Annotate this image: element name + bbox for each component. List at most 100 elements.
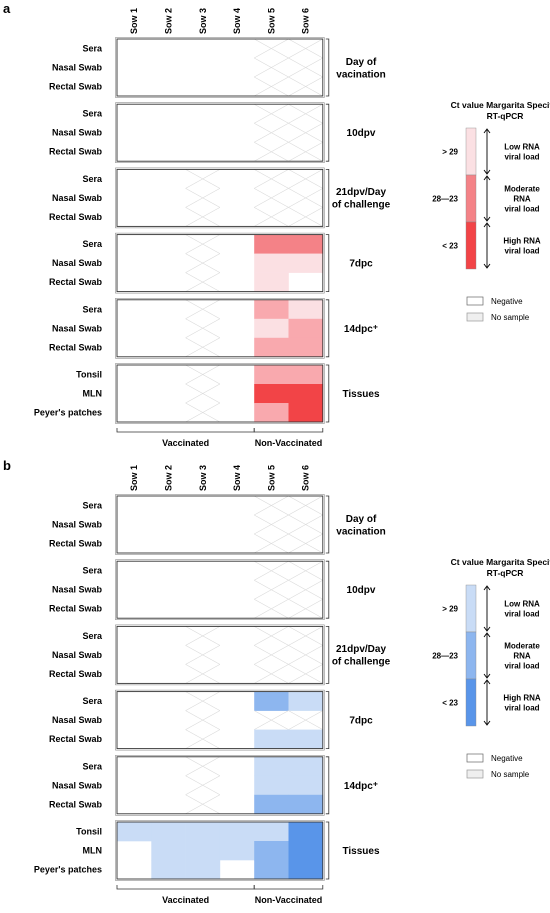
- no-sample-cell: [254, 122, 289, 143]
- no-sample-cell: [185, 318, 221, 339]
- heatmap-cell: [219, 822, 255, 842]
- legend-title: Ct value Margarita Specific: [451, 557, 550, 567]
- row-label: Nasal Swab: [52, 193, 103, 203]
- hatch-line: [288, 76, 323, 97]
- no-sample-cell: [254, 103, 289, 124]
- group-label: of challenge: [332, 200, 391, 211]
- no-sample-cell: [288, 710, 323, 730]
- column-group-label: Non-Vaccinated: [255, 438, 323, 448]
- no-sample-cell: [254, 495, 289, 516]
- row-label: Nasal Swab: [52, 650, 103, 660]
- row-label: Nasal Swab: [52, 128, 103, 138]
- row-label: Sera: [82, 631, 103, 641]
- hatch-line: [185, 337, 221, 358]
- legend-swatch: [465, 174, 477, 223]
- heatmap-cell: [288, 403, 324, 423]
- heatmap-cell: [254, 318, 289, 339]
- legend-title: RT-qPCR: [487, 111, 524, 121]
- hatch-line: [254, 495, 289, 516]
- heatmap-cell: [254, 794, 289, 815]
- hatch-line: [288, 645, 323, 665]
- group-bracket: [325, 38, 330, 97]
- row-label: Nasal Swab: [52, 520, 103, 530]
- row-label: Rectal Swab: [49, 82, 103, 92]
- group-border-outer: [115, 298, 325, 359]
- hatch-line: [288, 514, 323, 535]
- group-label: 14dpc⁺: [344, 781, 378, 792]
- group-border-outer: [115, 494, 325, 555]
- legend-arrow: [483, 169, 491, 175]
- column-label: Sow 3: [198, 8, 208, 34]
- legend-arrow: [483, 128, 491, 134]
- group-border-outer: [115, 232, 325, 294]
- hatch-line: [185, 691, 221, 711]
- hatch-line: [185, 710, 221, 730]
- group-border: [116, 299, 324, 358]
- heatmap-cell: [254, 365, 289, 385]
- heatmap-cell: [254, 691, 289, 711]
- legend-level-label: Moderate: [504, 185, 540, 194]
- legend-ct-label: 28—23: [432, 195, 458, 204]
- no-sample-cell: [254, 188, 289, 208]
- hatch-line: [185, 253, 221, 273]
- group-border: [116, 625, 324, 684]
- heatmap-cell: [254, 337, 289, 358]
- hatch-line: [185, 794, 221, 815]
- no-sample-cell: [185, 364, 221, 385]
- hatch-line: [185, 645, 221, 665]
- hatch-line: [288, 710, 323, 730]
- no-sample-cell: [254, 598, 289, 619]
- hatch-line: [254, 664, 289, 684]
- group-label: Tissues: [342, 846, 379, 857]
- group-bracket: [325, 821, 330, 880]
- heatmap-cell: [288, 775, 324, 796]
- group-bracket: [325, 103, 330, 162]
- row-label: Sera: [82, 239, 103, 249]
- hatch-line: [288, 122, 323, 143]
- panel-label: a: [3, 1, 11, 16]
- no-sample-label: No sample: [491, 313, 530, 322]
- hatch-line: [254, 560, 289, 581]
- no-sample-cell: [254, 710, 289, 730]
- heatmap-cell: [288, 299, 324, 320]
- group-label: 21dpv/Day: [336, 187, 386, 198]
- legend-level-label: viral load: [504, 153, 539, 162]
- row-label: Nasal Swab: [52, 258, 103, 268]
- hatch-line: [254, 57, 289, 78]
- no-sample-cell: [185, 337, 221, 358]
- no-sample-cell: [185, 253, 221, 273]
- heatmap-cell: [288, 234, 324, 254]
- no-sample-cell: [288, 188, 323, 208]
- heatmap-cell: [254, 234, 289, 254]
- group-bracket: [325, 560, 330, 619]
- group-label: of challenge: [332, 657, 391, 668]
- no-sample-swatch: [466, 312, 484, 322]
- column-group-bracket: [116, 885, 255, 890]
- column-label: Sow 5: [266, 465, 276, 491]
- group-bracket: [325, 691, 330, 749]
- no-sample-cell: [254, 560, 289, 581]
- hatch-line: [185, 299, 221, 320]
- hatch-line: [185, 664, 221, 684]
- row-label: Rectal Swab: [49, 604, 103, 614]
- group-border-outer: [115, 167, 325, 229]
- legend-swatch: [465, 631, 477, 680]
- no-sample-cell: [185, 664, 221, 684]
- heatmap-cell: [288, 729, 324, 749]
- group-border: [116, 821, 324, 880]
- group-border-outer: [115, 559, 325, 620]
- heatmap-cell: [254, 822, 289, 842]
- group-label: Day of: [346, 514, 377, 525]
- no-sample-cell: [185, 626, 221, 646]
- heatmap-cell: [254, 841, 289, 861]
- no-sample-cell: [288, 122, 323, 143]
- legend-arrow: [483, 216, 491, 222]
- column-group-label: Non-Vaccinated: [255, 895, 323, 905]
- group-border: [116, 691, 324, 750]
- heatmap-cell: [288, 253, 324, 273]
- no-sample-cell: [185, 775, 221, 796]
- group-label: 14dpc⁺: [344, 324, 378, 335]
- negative-label: Negative: [491, 297, 523, 306]
- legend-ct-label: > 29: [442, 605, 458, 614]
- no-sample-cell: [185, 272, 221, 292]
